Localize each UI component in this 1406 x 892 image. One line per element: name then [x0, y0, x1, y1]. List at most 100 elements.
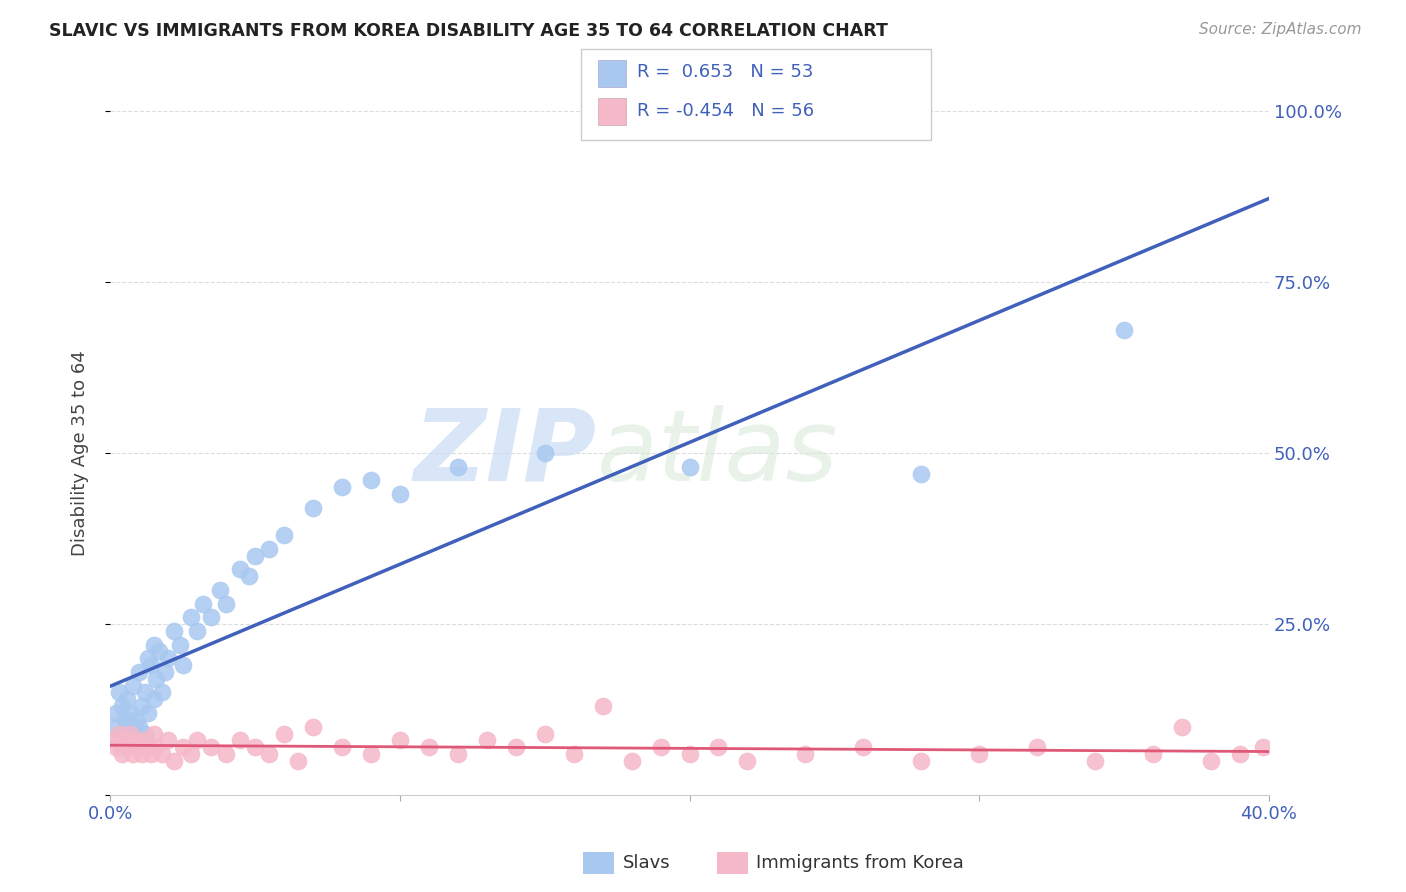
Point: [1199, 754, 1222, 768]
Point: [125, 713, 148, 727]
Point: [107, 726, 129, 740]
Text: SLAVIC VS IMMIGRANTS FROM KOREA DISABILITY AGE 35 TO 64 CORRELATION CHART: SLAVIC VS IMMIGRANTS FROM KOREA DISABILI…: [49, 22, 889, 40]
Point: [678, 459, 700, 474]
Point: [287, 754, 309, 768]
Point: [447, 747, 470, 761]
Point: [131, 699, 153, 714]
Point: [111, 699, 134, 714]
Point: [163, 754, 186, 768]
Point: [418, 740, 440, 755]
Point: [215, 597, 238, 611]
Point: [145, 672, 167, 686]
Point: [104, 706, 127, 720]
Point: [122, 679, 145, 693]
Point: [139, 747, 162, 761]
Point: [107, 733, 129, 747]
Point: [330, 740, 353, 755]
Point: [209, 582, 232, 597]
Point: [114, 733, 136, 747]
Point: [150, 747, 173, 761]
Point: [1171, 720, 1194, 734]
Point: [125, 733, 148, 747]
Point: [134, 685, 156, 699]
Point: [107, 685, 129, 699]
Point: [122, 726, 145, 740]
Point: [114, 740, 136, 755]
Y-axis label: Disability Age 35 to 64: Disability Age 35 to 64: [72, 351, 89, 556]
Text: atlas: atlas: [596, 405, 838, 501]
Point: [186, 624, 208, 638]
Point: [388, 733, 411, 747]
Point: [134, 733, 156, 747]
Point: [505, 740, 527, 755]
Point: [101, 720, 124, 734]
Point: [101, 733, 124, 747]
Point: [142, 638, 165, 652]
Point: [200, 740, 222, 755]
Point: [200, 610, 222, 624]
Point: [172, 658, 194, 673]
Text: Source: ZipAtlas.com: Source: ZipAtlas.com: [1198, 22, 1361, 37]
Point: [114, 713, 136, 727]
Point: [1026, 740, 1049, 755]
Point: [967, 747, 990, 761]
Point: [136, 706, 159, 720]
Text: Immigrants from Korea: Immigrants from Korea: [756, 854, 965, 871]
Point: [186, 733, 208, 747]
Point: [678, 747, 700, 761]
Point: [330, 480, 353, 494]
Point: [153, 665, 176, 679]
Point: [156, 733, 179, 747]
Point: [128, 740, 150, 755]
Point: [128, 665, 150, 679]
Point: [142, 726, 165, 740]
Point: [156, 651, 179, 665]
Point: [111, 726, 134, 740]
Point: [302, 500, 325, 515]
Point: [117, 692, 139, 706]
Point: [592, 699, 614, 714]
Point: [533, 446, 555, 460]
Point: [122, 747, 145, 761]
Point: [1112, 323, 1135, 337]
Point: [737, 754, 759, 768]
Text: R =  0.653   N = 53: R = 0.653 N = 53: [637, 63, 813, 81]
Point: [104, 740, 127, 755]
Text: R = -0.454   N = 56: R = -0.454 N = 56: [637, 102, 814, 120]
Point: [180, 747, 202, 761]
Point: [120, 706, 142, 720]
Point: [229, 733, 252, 747]
Point: [1084, 754, 1107, 768]
Point: [910, 754, 932, 768]
Point: [215, 747, 238, 761]
Point: [533, 726, 555, 740]
Point: [259, 747, 281, 761]
Point: [620, 754, 643, 768]
Point: [136, 651, 159, 665]
Point: [243, 740, 266, 755]
Point: [273, 528, 295, 542]
Point: [142, 692, 165, 706]
Point: [243, 549, 266, 563]
Point: [910, 467, 932, 481]
Point: [128, 720, 150, 734]
Point: [360, 747, 382, 761]
Point: [117, 720, 139, 734]
Point: [131, 747, 153, 761]
Point: [120, 733, 142, 747]
Point: [134, 726, 156, 740]
Text: ZIP: ZIP: [413, 405, 596, 501]
Point: [148, 644, 170, 658]
Point: [1142, 747, 1164, 761]
Point: [191, 597, 214, 611]
Point: [238, 569, 260, 583]
Point: [273, 726, 295, 740]
Point: [707, 740, 730, 755]
Point: [447, 459, 470, 474]
Point: [150, 685, 173, 699]
Point: [475, 733, 498, 747]
Point: [1251, 740, 1274, 755]
Point: [145, 740, 167, 755]
Point: [229, 562, 252, 576]
Point: [136, 740, 159, 755]
